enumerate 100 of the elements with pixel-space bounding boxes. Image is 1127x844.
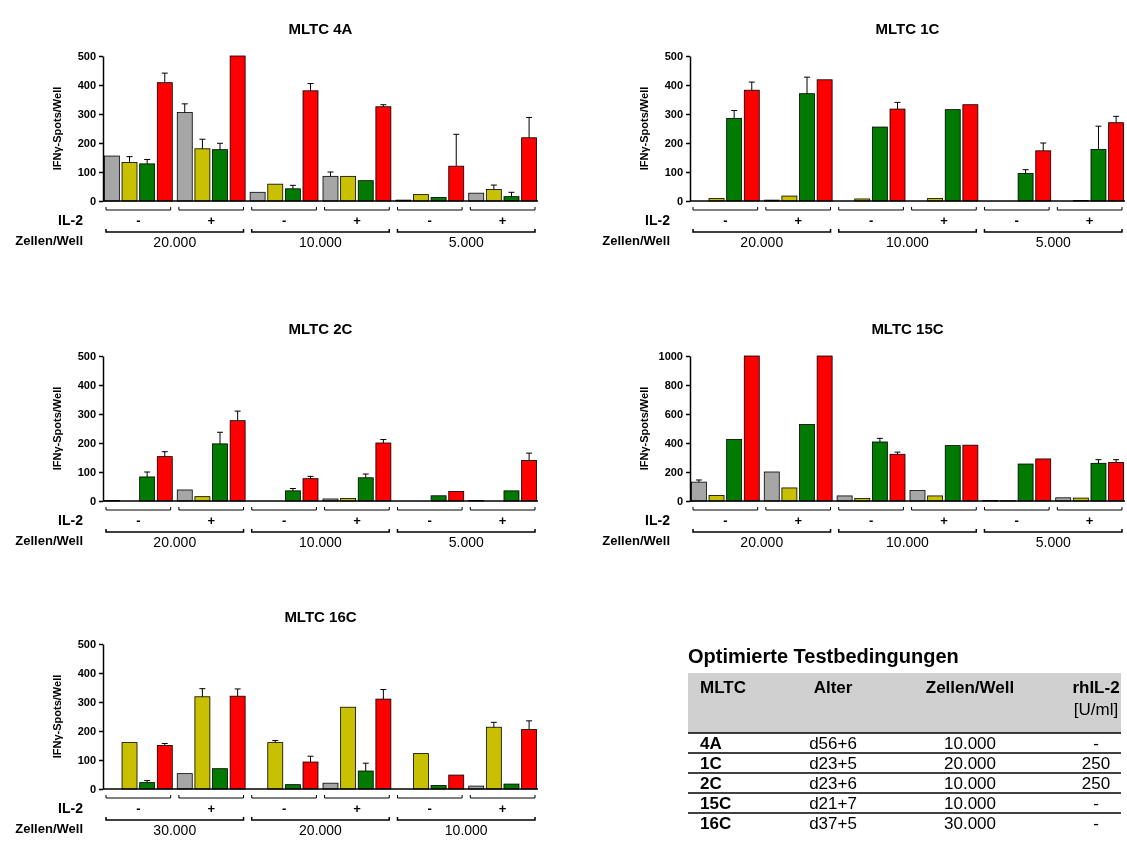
- y-tick-label: 200: [77, 137, 96, 150]
- text: 4A: [700, 734, 722, 753]
- chart-title: MLTC 15C: [871, 320, 944, 337]
- text: 10.000: [944, 774, 996, 793]
- x-tick-label: +: [498, 513, 507, 528]
- x-tick-label: +: [940, 513, 949, 528]
- y-tick-label: 0: [89, 783, 96, 796]
- text: MLTC: [700, 678, 746, 697]
- x-tick-label: -: [1014, 213, 1019, 228]
- text: 250: [1081, 754, 1111, 773]
- text: -: [1093, 734, 1099, 753]
- x-tick-label: +: [498, 801, 507, 816]
- chart-title: MLTC 16C: [284, 608, 357, 625]
- x-tick-label: -: [1014, 513, 1019, 528]
- x-tick-label: -: [427, 213, 432, 228]
- y-tick-label: 400: [664, 79, 683, 92]
- y-tick-label: 100: [77, 166, 96, 179]
- text: -: [1093, 814, 1099, 833]
- text: 5.000: [448, 234, 484, 250]
- text: 30.000: [153, 822, 197, 838]
- x-tick-label: +: [1085, 513, 1094, 528]
- y-axis-title: IFNγ-Spots/Well: [51, 386, 63, 471]
- text: 10.000: [944, 794, 996, 813]
- y-tick-label: 400: [77, 667, 96, 680]
- text: 250: [1081, 774, 1111, 793]
- text: IL-2: [645, 212, 671, 228]
- x-tick-label: -: [427, 801, 432, 816]
- x-tick-label: +: [940, 213, 949, 228]
- y-tick-label: 400: [77, 79, 96, 92]
- text: Optimierte Testbedingungen: [688, 645, 959, 667]
- text: 30.000: [944, 814, 996, 833]
- y-tick-label: 0: [676, 195, 683, 208]
- y-tick-label: 400: [664, 437, 683, 450]
- x-tick-label: +: [794, 513, 803, 528]
- text: 5.000: [1035, 534, 1071, 550]
- y-tick-label: 500: [77, 350, 96, 363]
- y-tick-label: 400: [77, 379, 96, 392]
- x-tick-label: +: [353, 213, 362, 228]
- text: Zellen/Well: [15, 233, 83, 248]
- chart-title: MLTC 1C: [875, 20, 940, 37]
- x-tick-label: +: [207, 213, 216, 228]
- text: d23+6: [809, 774, 857, 793]
- y-axis-title: IFNγ-Spots/Well: [638, 86, 650, 171]
- y-tick-label: 500: [77, 638, 96, 651]
- x-tick-label: -: [723, 213, 728, 228]
- x-tick-label: +: [794, 213, 803, 228]
- text: 10.000: [886, 534, 930, 550]
- text: IL-2: [58, 212, 84, 228]
- y-tick-label: 0: [89, 495, 96, 508]
- text: 2C: [700, 774, 722, 793]
- text: Zellen/Well: [602, 533, 670, 548]
- x-tick-label: -: [136, 801, 141, 816]
- text: rhIL-2 [U/ml]: [1072, 678, 1120, 719]
- y-tick-label: 100: [664, 166, 683, 179]
- text: IL-2: [645, 512, 671, 528]
- text: 5.000: [448, 534, 484, 550]
- x-tick-label: -: [868, 213, 874, 228]
- text: Alter: [813, 678, 853, 697]
- text: 20.000: [299, 822, 343, 838]
- x-tick-label: +: [498, 213, 507, 228]
- y-tick-label: 300: [77, 408, 96, 421]
- text: 10.000: [944, 734, 996, 753]
- y-tick-label: 300: [77, 108, 96, 121]
- x-tick-label: +: [1085, 213, 1094, 228]
- y-tick-label: 800: [664, 379, 683, 392]
- text: 15C: [700, 794, 732, 813]
- x-tick-label: -: [281, 801, 287, 816]
- text: 20.000: [944, 754, 996, 773]
- chart-title: MLTC 4A: [288, 20, 353, 37]
- text: IL-2: [58, 512, 84, 528]
- y-tick-label: 200: [77, 725, 96, 738]
- text: 10.000: [299, 234, 343, 250]
- y-tick-label: 100: [77, 754, 96, 767]
- x-tick-label: -: [427, 513, 432, 528]
- y-axis-title: IFNγ-Spots/Well: [51, 674, 63, 759]
- y-tick-label: 200: [77, 437, 96, 450]
- text: 20.000: [740, 234, 784, 250]
- text: d21+7: [809, 794, 857, 813]
- x-tick-label: -: [281, 213, 287, 228]
- text: 20.000: [740, 534, 784, 550]
- text: Zellen/Well: [925, 678, 1015, 697]
- text: d37+5: [809, 814, 857, 833]
- x-tick-label: +: [207, 801, 216, 816]
- text: 5.000: [1035, 234, 1071, 250]
- text: 10.000: [299, 534, 343, 550]
- text: 10.000: [886, 234, 930, 250]
- y-tick-label: 600: [664, 408, 683, 421]
- y-axis-title: IFNγ-Spots/Well: [51, 86, 63, 171]
- x-tick-label: -: [723, 513, 728, 528]
- y-tick-label: 500: [664, 50, 683, 63]
- y-tick-label: 200: [664, 466, 683, 479]
- chart-title: MLTC 2C: [288, 320, 353, 337]
- x-tick-label: -: [136, 213, 141, 228]
- x-tick-label: +: [353, 801, 362, 816]
- y-tick-label: 0: [89, 195, 96, 208]
- x-tick-label: +: [207, 513, 216, 528]
- text: Zellen/Well: [15, 821, 83, 836]
- y-tick-label: 0: [676, 495, 683, 508]
- y-tick-label: 300: [77, 696, 96, 709]
- x-tick-label: -: [281, 513, 287, 528]
